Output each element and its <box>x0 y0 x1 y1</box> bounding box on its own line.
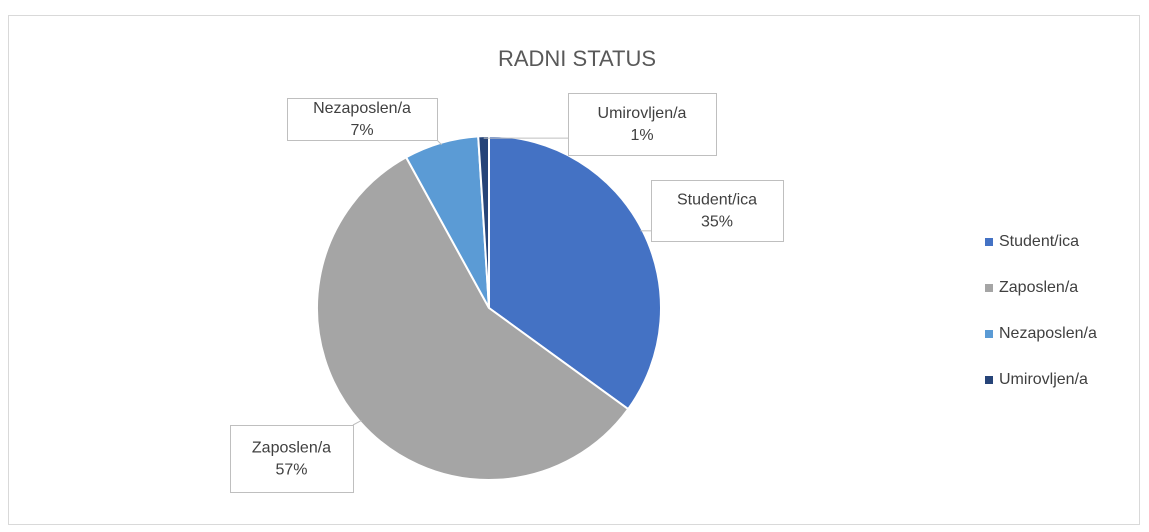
legend-swatch <box>985 284 993 292</box>
data-label-box <box>651 180 784 242</box>
chart-title: RADNI STATUS <box>498 46 656 71</box>
legend-label: Nezaposlen/a <box>999 325 1097 342</box>
data-label-name: Nezaposlen/a <box>313 100 411 117</box>
callout-leader <box>352 419 362 426</box>
pie-slice <box>477 134 490 309</box>
data-label-name: Zaposlen/a <box>252 440 331 457</box>
data-label-name: Student/ica <box>677 192 757 209</box>
legend-swatch <box>985 238 993 246</box>
pie-slice <box>488 134 662 411</box>
data-label-box <box>568 93 717 156</box>
legend-label: Student/ica <box>999 233 1079 250</box>
legend-swatch <box>985 376 993 384</box>
legend-label: Zaposlen/a <box>999 279 1078 296</box>
data-label-value: 7% <box>350 122 373 139</box>
legend-label: Umirovljen/a <box>999 371 1088 388</box>
data-label-name: Umirovljen/a <box>598 105 687 122</box>
data-label-value: 35% <box>701 214 733 231</box>
legend-swatch <box>985 330 993 338</box>
data-label-box <box>287 98 438 141</box>
data-label-value: 1% <box>630 127 653 144</box>
data-label-box <box>230 425 354 493</box>
data-label-value: 57% <box>275 462 307 479</box>
